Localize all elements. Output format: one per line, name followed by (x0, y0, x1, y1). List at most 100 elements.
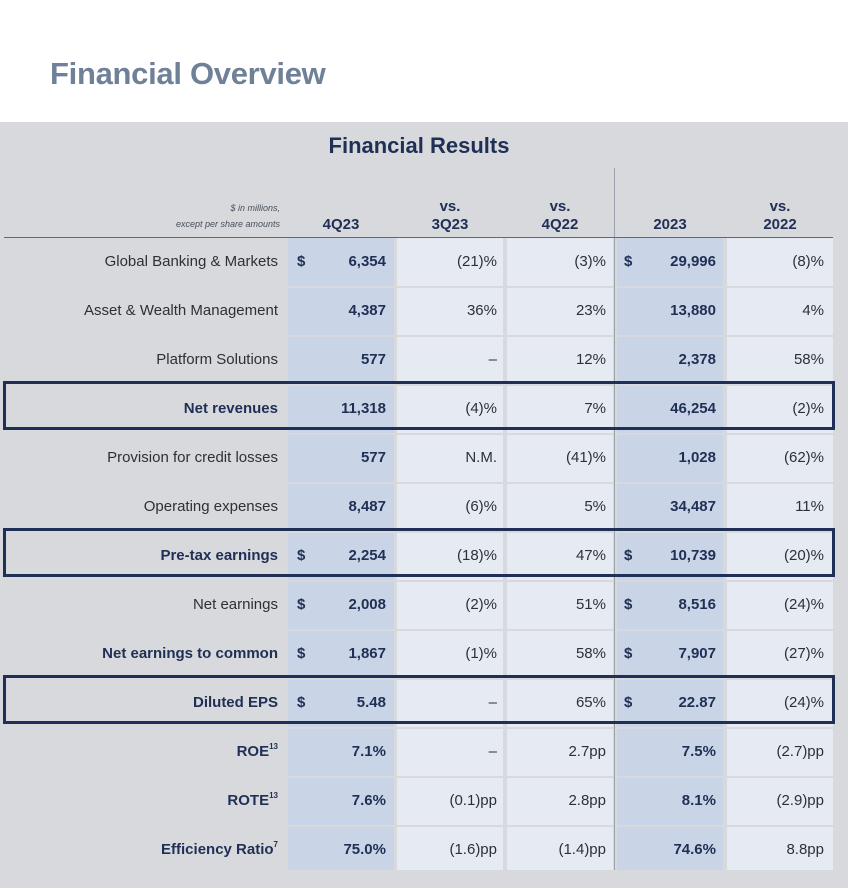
currency-symbol: $ (297, 253, 306, 270)
row-label: Pre-tax earnings (0, 532, 278, 580)
cell-vs-2022: (62)% (783, 449, 824, 466)
row-label: Diluted EPS (0, 679, 278, 727)
row-label: Net earnings (0, 581, 278, 629)
row-separator (288, 776, 833, 778)
row-label-text: Asset & Wealth Management (84, 302, 278, 319)
cell-2023: 46,254 (670, 400, 716, 417)
cell-2023: 10,739 (670, 547, 716, 564)
cell-vs-3q23: – (488, 694, 497, 711)
row-separator (288, 825, 833, 827)
row-label-text: ROE (236, 743, 270, 760)
row-separator (288, 629, 833, 631)
header-rule (4, 237, 833, 238)
cell-vs-2022: (2.7)pp (776, 743, 824, 760)
row-label: Operating expenses (0, 483, 278, 531)
cell-4q23: 577 (360, 449, 386, 466)
row-label-text: Provision for credit losses (107, 449, 278, 466)
cell-vs-2022: 11% (795, 498, 824, 515)
cell-4q23: 5.48 (356, 694, 386, 711)
header-vs-4q22: vs. 4Q22 (541, 198, 579, 233)
cell-vs-4q22: 7% (584, 400, 606, 417)
cell-vs-4q22: 47% (575, 547, 606, 564)
pre-tax-earnings-highlight (3, 528, 835, 577)
row-separator (288, 678, 833, 680)
row-label: Asset & Wealth Management (0, 287, 278, 335)
cell-vs-4q22: 65% (575, 694, 606, 711)
row-separator (288, 433, 833, 435)
header-vs-3q23: vs. 3Q23 (431, 198, 469, 233)
cell-vs-3q23: (4)% (465, 400, 497, 417)
row-label-text: ROTE (227, 792, 270, 809)
currency-symbol: $ (297, 645, 306, 662)
cell-vs-3q23: (2)% (465, 596, 497, 613)
cell-4q23: 7.1% (351, 743, 386, 760)
table-row: Provision for credit losses 577 N.M. (41)% 1… (0, 434, 848, 482)
footnote-marker: 13 (269, 791, 278, 800)
currency-symbol: $ (297, 596, 306, 613)
column-4q23-background (288, 238, 394, 870)
cell-vs-2022: (20)% (783, 547, 824, 564)
cell-vs-2022: 4% (802, 302, 824, 319)
table-row: Net revenues 11,318 (4)% 7% 46,254 (2)% (0, 385, 848, 433)
currency-symbol: $ (624, 645, 633, 662)
cell-4q23: 75.0% (343, 841, 386, 858)
table-row: Global Banking & Markets $6,354 (21)% (3)% $… (0, 238, 848, 286)
cell-2023: 13,880 (670, 302, 716, 319)
cell-vs-4q22: 2.7pp (568, 743, 606, 760)
cell-2023: 8,516 (678, 596, 716, 613)
net-revenues-highlight (3, 381, 835, 430)
table-row: Diluted EPS $5.48 – 65% $22.87 (24)% (0, 679, 848, 727)
column-vs-4q22-background (507, 238, 613, 870)
row-label-text: Net earnings to common (102, 645, 278, 662)
period-divider (614, 168, 615, 870)
currency-symbol: $ (297, 694, 306, 711)
cell-vs-3q23: N.M. (465, 449, 497, 466)
cell-vs-4q22: (41)% (565, 449, 606, 466)
unit-note: $ in millions, except per share amounts (175, 203, 280, 229)
cell-vs-4q22: (3)% (574, 253, 606, 270)
cell-4q23: 11,318 (340, 400, 386, 417)
cell-vs-4q22: 12% (575, 351, 606, 368)
cell-4q23: 4,387 (348, 302, 386, 319)
row-label: Platform Solutions (0, 336, 278, 384)
row-label-text: Net revenues (183, 400, 278, 417)
cell-4q23: 7.6% (351, 792, 386, 809)
cell-vs-3q23: (21)% (456, 253, 497, 270)
cell-vs-2022: (24)% (783, 596, 824, 613)
header-2023: 2023 (653, 216, 687, 233)
cell-vs-2022: (2)% (792, 400, 824, 417)
cell-vs-4q22: 5% (584, 498, 606, 515)
cell-4q23: 8,487 (348, 498, 386, 515)
column-vs-3q23-background (397, 238, 503, 870)
table-row: Net earnings to common $1,867 (1)% 58% $7,90… (0, 630, 848, 678)
cell-vs-4q22: 2.8pp (568, 792, 606, 809)
cell-4q23: 2,008 (348, 596, 386, 613)
row-label: Net earnings to common (0, 630, 278, 678)
row-separator (288, 335, 833, 337)
cell-vs-4q22: 23% (575, 302, 606, 319)
row-label-text: Efficiency Ratio (161, 841, 274, 858)
row-label: ROTE13 (0, 777, 278, 825)
cell-vs-3q23: (1)% (465, 645, 497, 662)
table-row: ROTE13 7.6% (0.1)pp 2.8pp 8.1% (2.9)pp (0, 777, 848, 825)
cell-vs-4q22: (1.4)pp (558, 841, 606, 858)
cell-vs-4q22: 51% (575, 596, 606, 613)
cell-2023: 29,996 (670, 253, 716, 270)
currency-symbol: $ (624, 547, 633, 564)
cell-4q23: 1,867 (348, 645, 386, 662)
cell-2023: 2,378 (678, 351, 716, 368)
currency-symbol: $ (624, 694, 633, 711)
column-2023-background (617, 238, 723, 870)
header-vs-2022: vs. 2022 (763, 198, 797, 233)
row-label: Efficiency Ratio7 (0, 826, 278, 874)
header-4q23: 4Q23 (322, 216, 360, 233)
cell-2023: 8.1% (681, 792, 716, 809)
table-row: Net earnings $2,008 (2)% 51% $8,516 (24)% (0, 581, 848, 629)
row-separator (288, 286, 833, 288)
cell-vs-3q23: 36% (466, 302, 497, 319)
row-label: Global Banking & Markets (0, 238, 278, 286)
cell-2023: 34,487 (670, 498, 716, 515)
page-title: Financial Overview (50, 56, 326, 91)
cell-4q23: 2,254 (348, 547, 386, 564)
table-row: Platform Solutions 577 – 12% 2,378 58% (0, 336, 848, 384)
